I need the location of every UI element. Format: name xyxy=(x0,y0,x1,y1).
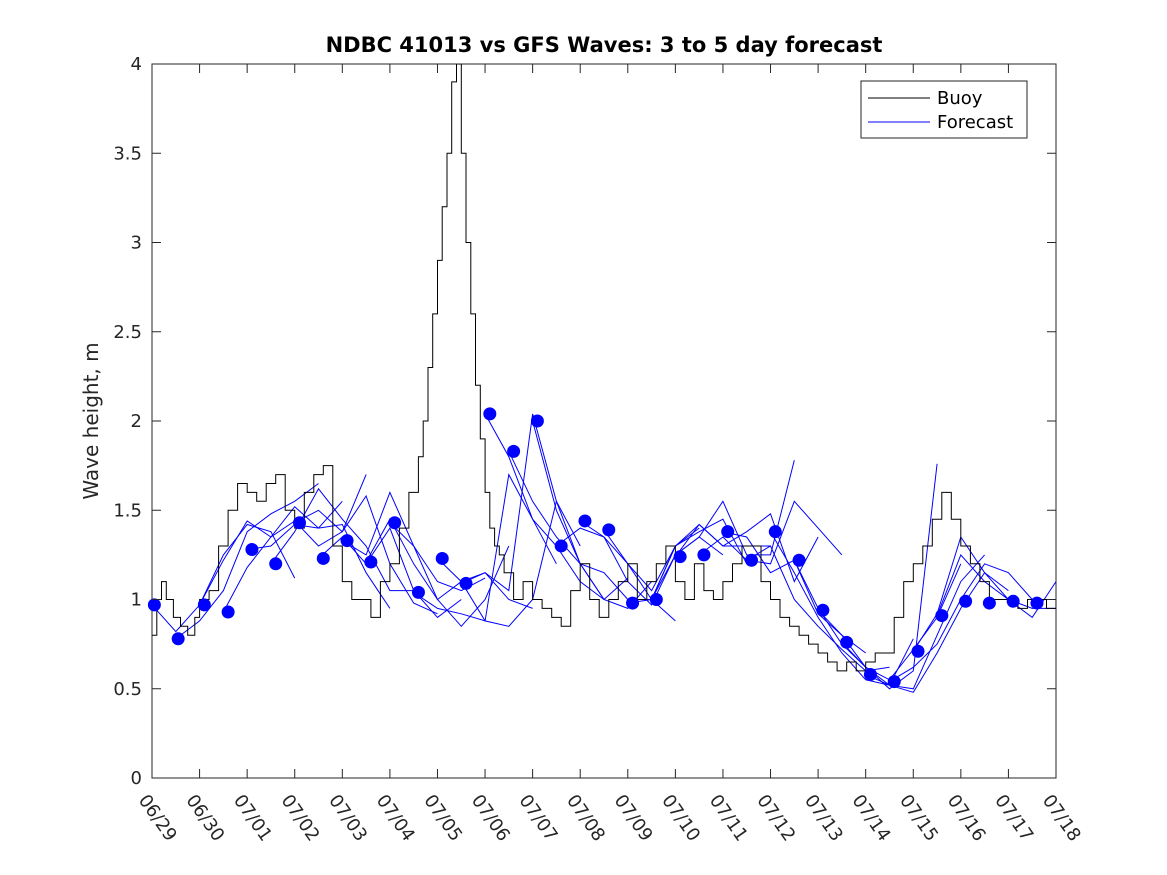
x-tick-label: 07/04 xyxy=(372,791,419,846)
x-axis: 06/29 06/30 07/01 07/02 07/03 07/04 07/05 07/06… xyxy=(134,64,1085,845)
x-tick-label: 07/05 xyxy=(419,791,466,846)
forecast-point xyxy=(768,525,782,539)
forecast-point xyxy=(578,514,592,528)
forecast-point xyxy=(911,644,925,658)
forecast-run-line xyxy=(865,571,1009,693)
x-tick-label: 06/29 xyxy=(134,791,181,846)
x-tick-label: 07/16 xyxy=(943,791,990,846)
forecast-point xyxy=(744,553,758,567)
y-tick-label: 1.5 xyxy=(113,500,142,521)
plot-area xyxy=(147,63,1057,779)
forecast-point xyxy=(1030,596,1044,610)
forecast-run-line xyxy=(270,487,414,592)
forecast-run-line xyxy=(674,512,819,583)
forecast-point xyxy=(269,557,283,571)
x-tick-label: 07/12 xyxy=(752,791,799,846)
x-tick-label: 07/09 xyxy=(610,791,657,846)
forecast-point xyxy=(982,596,996,610)
y-axis: 0 0.5 1 1.5 2 2.5 3 3.5 4 xyxy=(113,54,1056,789)
x-tick-label: 07/15 xyxy=(895,791,942,846)
forecast-run-line xyxy=(817,563,962,681)
forecast-point xyxy=(171,632,185,646)
forecast-run-line xyxy=(342,491,486,592)
forecast-point xyxy=(554,539,568,553)
forecast-point xyxy=(626,596,640,610)
forecast-point xyxy=(221,605,235,619)
chart-title: NDBC 41013 vs GFS Waves: 3 to 5 day fore… xyxy=(326,33,883,57)
x-tick-label: 07/13 xyxy=(800,791,847,846)
forecast-point xyxy=(840,635,854,649)
forecast-run-line xyxy=(152,523,296,633)
forecast-run-line xyxy=(365,518,510,628)
legend-box xyxy=(860,80,1028,139)
forecast-point xyxy=(887,675,901,689)
y-tick-label: 0 xyxy=(131,768,142,789)
forecast-point xyxy=(245,543,259,557)
forecast-point xyxy=(673,550,687,564)
legend-buoy-label: Buoy xyxy=(937,88,983,109)
forecast-point xyxy=(935,609,949,623)
forecast-run-line xyxy=(247,523,391,609)
x-tick-label: 07/02 xyxy=(277,791,324,846)
forecast-point xyxy=(435,551,449,565)
x-tick-label: 07/03 xyxy=(324,791,371,846)
forecast-point xyxy=(863,667,877,681)
forecast-run-line xyxy=(484,413,629,601)
forecast-run-line xyxy=(461,413,605,600)
forecast-point xyxy=(649,593,663,606)
y-tick-label: 3.5 xyxy=(113,143,142,164)
forecast-point xyxy=(364,555,378,569)
forecast-run-line xyxy=(532,420,676,622)
x-tick-label: 07/18 xyxy=(1038,791,1085,846)
y-tick-label: 4 xyxy=(131,54,142,75)
forecast-point xyxy=(816,603,830,617)
y-tick-label: 1 xyxy=(131,590,142,611)
forecast-point xyxy=(411,585,425,599)
x-tick-label: 07/14 xyxy=(848,791,895,846)
x-tick-label: 07/06 xyxy=(467,791,514,846)
forecast-point xyxy=(316,551,330,565)
forecast-point xyxy=(697,548,711,562)
forecast-run-line xyxy=(175,483,319,640)
y-axis-title: Wave height, m xyxy=(79,342,103,499)
forecast-point xyxy=(530,414,544,428)
x-tick-label: 07/08 xyxy=(562,791,609,846)
y-tick-label: 2 xyxy=(131,411,142,432)
forecast-run-line xyxy=(389,522,533,609)
forecast-point xyxy=(340,534,354,548)
legend: Buoy Forecast xyxy=(860,80,1028,139)
forecast-run-line xyxy=(912,535,1056,652)
forecast-point xyxy=(483,407,497,421)
y-tick-label: 3 xyxy=(131,233,142,254)
x-tick-label: 07/11 xyxy=(705,791,752,846)
forecast-point xyxy=(959,594,973,608)
plot-frame xyxy=(151,63,1057,779)
forecast-point xyxy=(147,598,161,612)
forecast-run-line xyxy=(294,494,438,615)
x-tick-label: 07/01 xyxy=(229,791,276,846)
x-tick-label: 07/07 xyxy=(515,791,562,846)
forecast-point xyxy=(1006,594,1020,608)
y-tick-label: 0.5 xyxy=(113,679,142,700)
forecast-run-line xyxy=(437,499,581,627)
forecast-point xyxy=(388,516,402,530)
forecast-point xyxy=(721,525,735,539)
legend-forecast-label: Forecast xyxy=(937,112,1013,133)
y-tick-label: 2.5 xyxy=(113,322,142,343)
forecast-point xyxy=(792,553,806,567)
buoy-line xyxy=(152,64,1056,672)
forecast-point xyxy=(197,598,211,612)
forecast-point xyxy=(507,444,521,458)
forecast-point xyxy=(459,576,473,590)
forecast-run-line xyxy=(698,500,843,565)
forecast-point xyxy=(602,523,616,537)
forecast-point xyxy=(292,516,306,530)
x-tick-label: 07/17 xyxy=(990,791,1037,846)
x-tick-label: 07/10 xyxy=(657,791,704,846)
x-tick-label: 06/30 xyxy=(181,791,228,846)
